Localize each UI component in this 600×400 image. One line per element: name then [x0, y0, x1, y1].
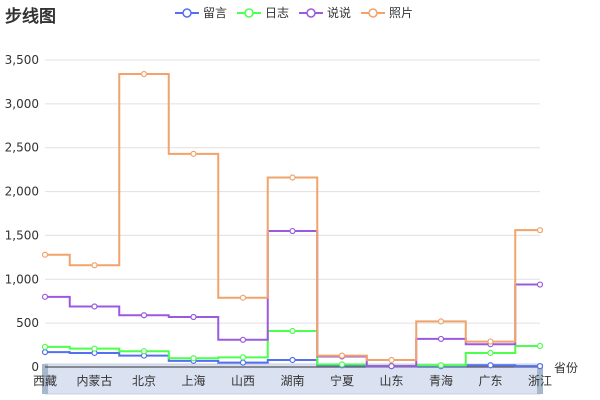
data-point[interactable]	[388, 356, 395, 364]
x-axis-label: 省份	[554, 361, 578, 375]
data-point[interactable]	[239, 294, 247, 301]
data-point[interactable]	[239, 336, 247, 343]
legend-label: 日志	[265, 6, 290, 20]
data-point[interactable]	[289, 227, 296, 235]
x-tick-label: 湖南	[280, 373, 304, 388]
data-point[interactable]	[140, 348, 148, 355]
data-point[interactable]	[437, 362, 445, 369]
data-point[interactable]	[289, 327, 296, 335]
data-point[interactable]	[239, 359, 247, 366]
x-tick-label: 青海	[429, 373, 453, 388]
data-point[interactable]	[388, 363, 395, 370]
legend-item[interactable]: 日志	[237, 4, 289, 21]
legend-line-icon	[361, 7, 386, 18]
data-point[interactable]	[289, 174, 296, 181]
legend-item[interactable]: 留言	[175, 4, 227, 21]
x-tick-label: 山东	[379, 374, 403, 388]
data-point[interactable]	[536, 227, 544, 234]
x-tick-label: 内蒙古	[76, 373, 112, 388]
y-tick-label: 3,000	[5, 97, 39, 111]
data-point[interactable]	[239, 354, 247, 361]
legend-line-icon	[237, 7, 262, 18]
data-point[interactable]	[91, 303, 98, 310]
legend-line-icon	[299, 7, 324, 18]
legend-label: 留言	[203, 6, 228, 20]
data-point[interactable]	[487, 362, 494, 369]
legend-item[interactable]: 说说	[299, 4, 351, 21]
data-point[interactable]	[41, 348, 49, 356]
data-point[interactable]	[190, 355, 197, 362]
data-point[interactable]	[190, 150, 197, 157]
x-tick-label: 西藏	[33, 374, 57, 388]
y-tick-label: 1,000	[5, 272, 39, 286]
legend-item[interactable]: 照片	[361, 4, 413, 21]
legend-line-icon	[175, 7, 199, 18]
data-point[interactable]	[41, 251, 49, 258]
legend-label: 说说	[327, 6, 352, 20]
chart-legend: 留言 日志 说说 照片	[175, 4, 413, 21]
data-point[interactable]	[91, 345, 98, 352]
x-tick-label: 上海	[181, 373, 205, 388]
x-tick-label: 广东	[478, 374, 502, 388]
data-point[interactable]	[437, 318, 445, 325]
data-point[interactable]	[289, 356, 296, 364]
datazoom-handle-left[interactable]	[42, 364, 48, 394]
data-point[interactable]	[140, 70, 148, 78]
data-point[interactable]	[338, 361, 346, 368]
y-tick-label: 1,500	[5, 228, 39, 242]
y-tick-label: 500	[16, 316, 39, 330]
data-point[interactable]	[41, 293, 49, 300]
y-tick-label: 2,000	[5, 185, 39, 199]
x-tick-label: 浙江	[528, 374, 552, 388]
data-point[interactable]	[536, 363, 544, 370]
x-tick-label: 北京	[132, 374, 156, 388]
data-point[interactable]	[91, 262, 98, 269]
data-point[interactable]	[487, 349, 494, 357]
data-point[interactable]	[536, 342, 544, 350]
y-tick-label: 3,500	[5, 53, 39, 67]
data-point[interactable]	[190, 313, 197, 321]
series-line	[45, 73, 540, 361]
y-tick-label: 2,500	[5, 141, 39, 155]
data-point[interactable]	[536, 281, 544, 288]
x-tick-label: 宁夏	[330, 373, 354, 388]
x-tick-label: 山西	[231, 374, 255, 388]
data-point[interactable]	[41, 343, 49, 350]
y-tick-label: 0	[31, 360, 39, 374]
data-point[interactable]	[140, 312, 148, 319]
legend-label: 照片	[389, 6, 414, 20]
datazoom-slider[interactable]	[44, 363, 541, 395]
datazoom-handle-right[interactable]	[537, 364, 543, 394]
data-point[interactable]	[338, 352, 346, 359]
data-point[interactable]	[487, 338, 494, 345]
chart-title: 步线图	[5, 7, 56, 27]
data-point[interactable]	[437, 335, 445, 343]
